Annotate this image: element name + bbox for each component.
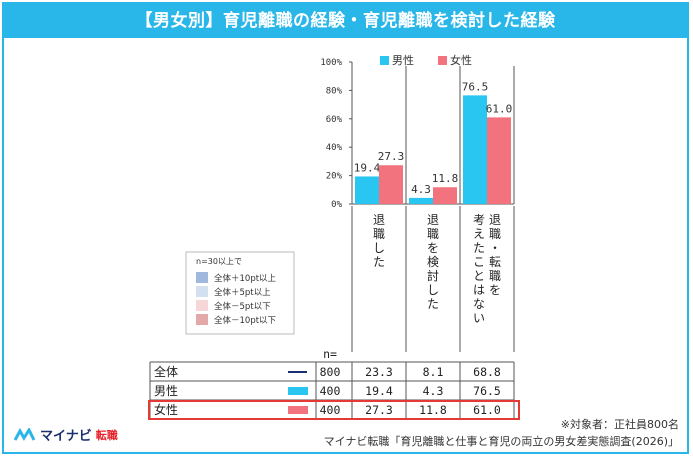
bar-value-label: 27.3 bbox=[378, 150, 405, 163]
table-cell-value: 8.1 bbox=[423, 365, 444, 379]
significance-label: 全体＋10pt以上 bbox=[214, 273, 277, 284]
significance-swatch bbox=[196, 272, 208, 283]
table-row-label: 全体 bbox=[154, 364, 178, 379]
table-cell-value: 11.8 bbox=[419, 403, 447, 417]
y-tick-label: 40% bbox=[326, 143, 343, 153]
logo-brand: マイナビ bbox=[40, 429, 92, 444]
table-cell-value: 19.4 bbox=[365, 384, 393, 398]
table-row-label: 女性 bbox=[154, 402, 178, 417]
y-tick-label: 100% bbox=[320, 58, 342, 68]
legend-swatch bbox=[438, 56, 447, 65]
note-source: マイナビ転職「育児離職と仕事と育児の両立の男女差実態調査(2026)」 bbox=[323, 435, 679, 448]
table-cell-value: 61.0 bbox=[473, 403, 501, 417]
note-target: ※対象者：正社員800名 bbox=[560, 418, 679, 431]
legend-label: 女性 bbox=[450, 53, 472, 67]
row-marker-swatch bbox=[288, 387, 308, 395]
category-label-char: い bbox=[473, 311, 485, 325]
category-label-char: 検 bbox=[427, 255, 439, 269]
category-label-char: し bbox=[427, 283, 439, 297]
category-label-char: 考 bbox=[473, 213, 485, 227]
bar-value-label: 76.5 bbox=[462, 80, 489, 93]
table-cell-value: 4.3 bbox=[423, 384, 444, 398]
logo-sub: 転職 bbox=[95, 428, 118, 442]
table-row-label: 男性 bbox=[154, 384, 178, 398]
significance-swatch bbox=[196, 286, 208, 297]
bar-male bbox=[463, 95, 487, 204]
y-tick-label: 0% bbox=[331, 200, 342, 210]
female-row-highlight bbox=[148, 400, 520, 420]
logo: マイナビ 転職 bbox=[13, 425, 118, 444]
category-label-char: な bbox=[473, 297, 485, 311]
bar-female bbox=[487, 117, 511, 204]
category-label-char: は bbox=[473, 283, 485, 297]
category-label-char: 職 bbox=[373, 227, 385, 241]
bar-male bbox=[409, 197, 433, 204]
logo-icon bbox=[13, 426, 36, 442]
n-header: n= bbox=[323, 347, 337, 361]
table-cell-value: 23.3 bbox=[365, 365, 393, 379]
category-label-char: を bbox=[489, 283, 501, 297]
y-tick-label: 60% bbox=[326, 115, 343, 125]
legend-label: 男性 bbox=[392, 53, 414, 67]
table-n-value: 800 bbox=[320, 365, 341, 379]
y-tick-label: 20% bbox=[326, 172, 343, 182]
category-label-char: 職 bbox=[427, 227, 439, 241]
significance-label: 全体－5pt以下 bbox=[214, 301, 271, 312]
bar-value-label: 61.0 bbox=[486, 102, 513, 115]
y-tick-label: 80% bbox=[326, 86, 343, 96]
bar-female bbox=[433, 187, 457, 204]
bar-value-label: 4.3 bbox=[411, 183, 431, 196]
category-label-char: 退 bbox=[427, 213, 439, 227]
significance-legend-title: n=30以上で bbox=[196, 257, 242, 266]
bar-female bbox=[379, 165, 403, 204]
category-label-char: た bbox=[473, 241, 485, 255]
table-cell-value: 76.5 bbox=[473, 384, 501, 398]
table-n-value: 400 bbox=[320, 403, 341, 417]
significance-label: 全体－10pt以下 bbox=[214, 315, 277, 326]
category-label-char: と bbox=[473, 269, 485, 283]
category-label-char: 討 bbox=[427, 268, 439, 283]
category-label-char: を bbox=[427, 241, 439, 255]
category-label-char: こ bbox=[473, 255, 485, 269]
chart-frame: 【男女別】育児離職の経験・育児離職を検討した経験 bbox=[2, 2, 689, 454]
category-label-char: 転 bbox=[489, 255, 501, 269]
significance-swatch bbox=[196, 300, 208, 311]
row-marker-swatch bbox=[288, 406, 308, 414]
category-label-char: 退 bbox=[489, 213, 501, 227]
category-label-char: 職 bbox=[489, 227, 501, 241]
category-label-char: た bbox=[427, 297, 439, 311]
legend-swatch bbox=[380, 56, 389, 65]
table-cell-value: 27.3 bbox=[365, 403, 393, 417]
table-cell-value: 68.8 bbox=[473, 365, 501, 379]
bar-male bbox=[355, 176, 379, 204]
table-n-value: 400 bbox=[320, 384, 341, 398]
category-label-char: 退 bbox=[373, 213, 385, 227]
bar-value-label: 11.8 bbox=[432, 172, 459, 185]
significance-label: 全体＋5pt以上 bbox=[214, 287, 271, 298]
category-label-char: し bbox=[373, 241, 385, 255]
category-label-char: え bbox=[473, 227, 485, 241]
significance-swatch bbox=[196, 314, 208, 325]
bar-value-label: 19.4 bbox=[354, 161, 381, 174]
category-label-char: た bbox=[373, 255, 385, 269]
category-label-char: 職 bbox=[489, 269, 501, 283]
category-label-char: ・ bbox=[489, 241, 501, 255]
chart-title: 【男女別】育児離職の経験・育児離職を検討した経験 bbox=[4, 4, 687, 38]
